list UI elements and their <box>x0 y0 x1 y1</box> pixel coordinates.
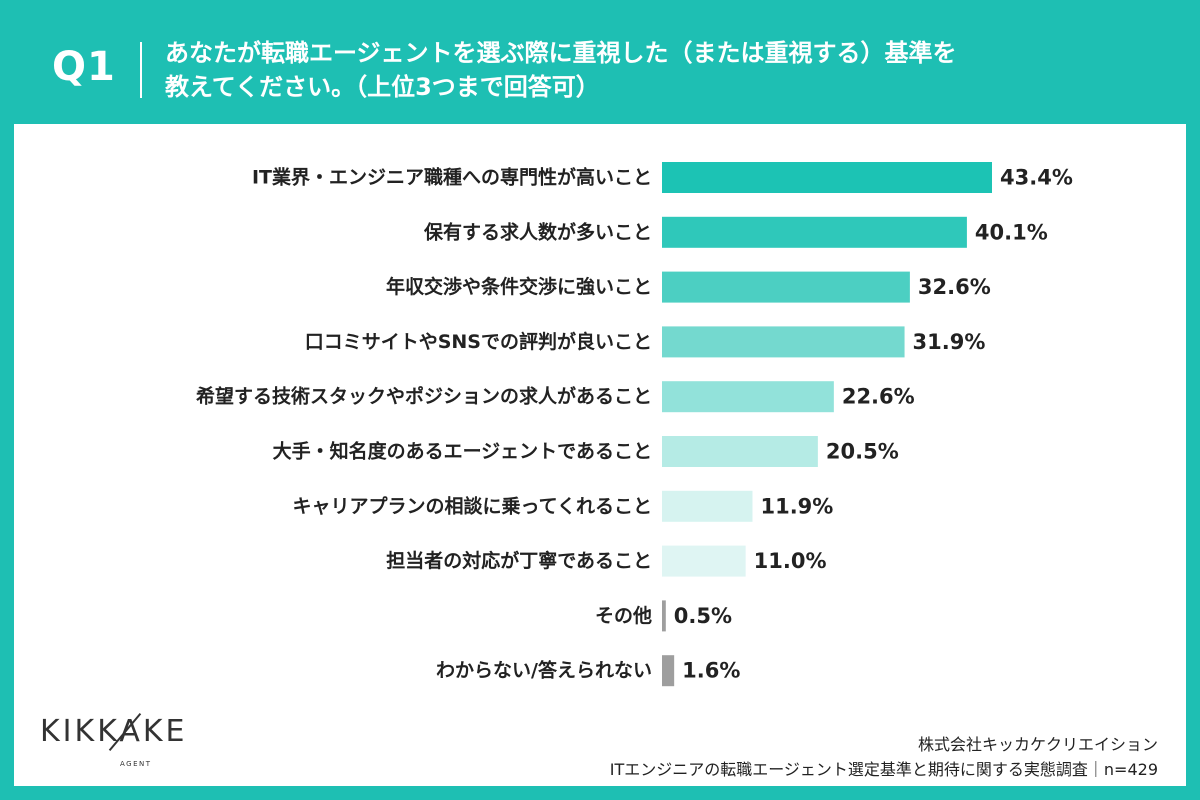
bar <box>662 326 905 358</box>
bar <box>662 490 753 522</box>
bar-chart: IT業界・エンジニア職種への専門性が高いこと 43.4% 保有する求人数が多いこと 4… <box>196 162 1073 687</box>
category-label: 担当者の対応が丁寧であること <box>386 549 652 572</box>
logo-wordmark: KIKKAKE <box>40 714 188 749</box>
source-survey: ITエンジニアの転職エージェント選定基準と期待に関する実態調査｜n=429 <box>609 760 1158 779</box>
bar <box>662 216 967 248</box>
bar <box>662 271 910 303</box>
value-label: 32.6% <box>918 275 991 299</box>
category-label: 大手・知名度のあるエージェントであること <box>273 440 652 463</box>
value-label: 43.4% <box>1000 166 1073 190</box>
bar <box>662 162 992 193</box>
value-label: 0.5% <box>674 604 732 628</box>
question-number: Q1 <box>52 44 116 90</box>
value-label: 22.6% <box>842 385 915 409</box>
value-label: 31.9% <box>913 330 986 354</box>
source-credit: 株式会社キッカケクリエイション ITエンジニアの転職エージェント選定基準と期待に… <box>610 732 1158 782</box>
bar <box>662 545 746 577</box>
category-label: キャリアプランの相談に乗ってくれること <box>293 494 652 517</box>
bar <box>662 655 675 687</box>
category-label: 保有する求人数が多いこと <box>423 220 652 243</box>
category-label: 希望する技術スタックやポジションの求人があること <box>196 385 652 408</box>
header-divider <box>140 42 142 98</box>
source-company: 株式会社キッカケクリエイション <box>917 735 1158 754</box>
category-label: 年収交渉や条件交渉に強いこと <box>386 275 652 298</box>
question-text: あなたが転職エージェントを選ぶ際に重視した（または重視する）基準を 教えてくださ… <box>165 36 1165 104</box>
bar <box>662 600 666 632</box>
value-label: 11.9% <box>760 494 833 518</box>
question-header: Q1 あなたが転職エージェントを選ぶ際に重視した（または重視する）基準を 教えて… <box>0 0 1200 124</box>
bar <box>662 436 818 467</box>
logo-subtitle: AGENT <box>120 760 152 768</box>
value-label: 11.0% <box>754 549 827 573</box>
category-label: わからない/答えられない <box>436 659 652 682</box>
question-line-2: 教えてください。（上位3つまで回答可） <box>165 73 600 101</box>
bar <box>662 381 834 413</box>
category-label: IT業界・エンジニア職種への専門性が高いこと <box>252 166 652 189</box>
question-line-1: あなたが転職エージェントを選ぶ際に重視した（または重視する）基準を <box>165 39 957 67</box>
chart-card: IT業界・エンジニア職種への専門性が高いこと 43.4% 保有する求人数が多いこと 4… <box>14 124 1186 786</box>
value-label: 1.6% <box>682 659 740 683</box>
category-label: 口コミサイトやSNSでの評判が良いこと <box>305 330 652 353</box>
category-label: その他 <box>595 604 652 627</box>
value-label: 40.1% <box>975 220 1048 244</box>
value-label: 20.5% <box>826 440 899 464</box>
kikkake-agent-logo: KIKKAKE AGENT <box>40 712 220 774</box>
